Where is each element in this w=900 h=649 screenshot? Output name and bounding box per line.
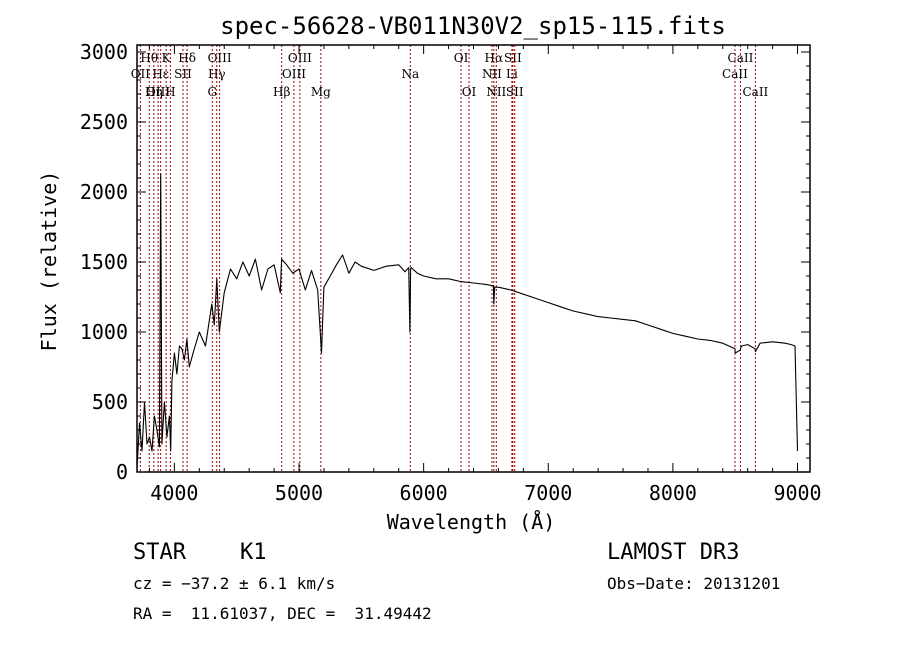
spectral-line-label: SII [506, 85, 524, 99]
spectrum-line [136, 173, 799, 468]
y-tick-label: 1500 [80, 250, 128, 274]
spectral-line-label: OI [462, 85, 477, 99]
survey-name: LAMOST DR3 [607, 540, 740, 565]
spectral-line-label: G [207, 85, 217, 99]
spectral-line-label: OIII [146, 85, 170, 99]
y-tick-label: 3000 [80, 40, 128, 64]
spectral-line-label: Hα [485, 51, 504, 65]
y-tick-label: 2000 [80, 180, 128, 204]
coordinates: RA = 11.61037, DEC = 31.49442 [133, 604, 432, 623]
x-tick-label: 6000 [400, 481, 448, 505]
spectral-line-label: OIII [288, 51, 312, 65]
x-tick-label: 4000 [150, 481, 198, 505]
y-tick-label: 2500 [80, 110, 128, 134]
subclass: K1 [240, 540, 267, 565]
axis-ticks: 4000 5000 6000 7000 8000 9000 0 500 1000 1500 2000… [80, 40, 822, 505]
y-tick-label: 0 [116, 460, 128, 484]
x-tick-label: 5000 [275, 481, 323, 505]
y-tick-label: 500 [92, 390, 128, 414]
y-axis-label: Flux (relative) [37, 171, 61, 352]
spectral-line-label: CaII [728, 51, 754, 65]
observation-date: Obs−Date: 20131201 [607, 574, 781, 593]
spectral-line-label: Hε [152, 67, 169, 81]
spectral-line-label: Hθ [140, 51, 158, 65]
spectral-line-label: Na [401, 67, 419, 81]
y-tick-label: 1000 [80, 320, 128, 344]
x-tick-label: 8000 [649, 481, 697, 505]
spectral-line-label: CaII [722, 67, 748, 81]
spectral-line-label: SII [504, 51, 522, 65]
spectral-line-label: Hβ [273, 85, 290, 99]
spectral-line-label: Hη [145, 85, 163, 99]
spectral-line-label: NII [486, 85, 506, 99]
spectral-line-label: OIII [208, 51, 232, 65]
spectral-line-label: CaII [742, 85, 768, 99]
x-tick-label: 7000 [524, 481, 572, 505]
spectral-line-markers: Hθ OII OIII K H Hε Hη SII Hδ OIII Hγ G Hβ OIII OIII Mg N… [131, 45, 769, 472]
spectral-line-label: Li [506, 67, 518, 81]
spectral-line-label: Hδ [178, 51, 196, 65]
redshift-velocity: cz = −37.2 ± 6.1 km/s [133, 574, 336, 593]
spectral-line-label: OI [454, 51, 469, 65]
spectral-line-label: OII [131, 67, 151, 81]
spectral-line-label: Mg [311, 85, 331, 99]
spectral-line-label: NII [482, 67, 502, 81]
spectral-line-label: H [165, 85, 175, 99]
spectral-line-label: K [162, 51, 172, 65]
plot-frame [136, 44, 811, 473]
object-class: STAR [133, 540, 186, 565]
spectral-line-label: OIII [282, 67, 306, 81]
x-axis-label: Wavelength (Å) [387, 510, 556, 534]
chart-title: spec-56628-VB011N30V2_sp15-115.fits [220, 12, 726, 40]
spectral-line-label: Hγ [208, 67, 226, 81]
x-tick-label: 9000 [773, 481, 821, 505]
spectral-line-label: SII [174, 67, 192, 81]
